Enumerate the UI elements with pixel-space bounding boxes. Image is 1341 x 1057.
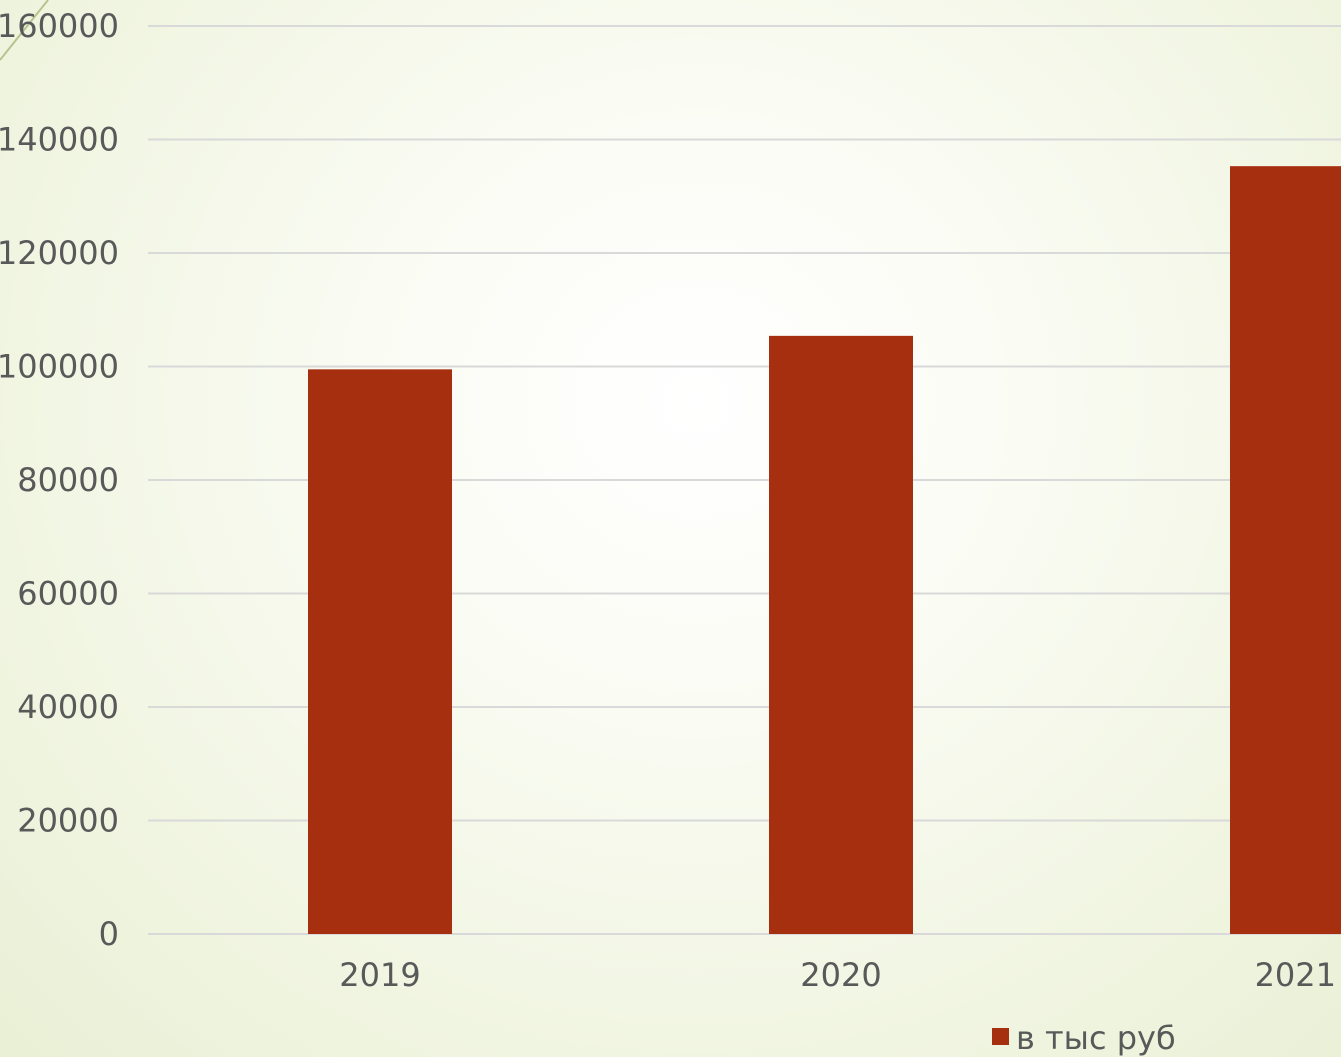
x-axis-tick-labels: 2019 2020 2021 <box>339 956 1336 994</box>
y-tick-label-160000: 160000 <box>0 7 119 45</box>
x-tick-label-2021: 2021 <box>1255 956 1336 994</box>
y-tick-label-40000: 40000 <box>17 688 119 726</box>
y-tick-label-80000: 80000 <box>17 461 119 499</box>
y-tick-label-120000: 120000 <box>0 234 119 272</box>
y-tick-label-140000: 140000 <box>0 121 119 159</box>
legend-label: в тыс руб <box>1016 1019 1176 1057</box>
bar-2019 <box>308 369 452 934</box>
bars <box>308 166 1341 935</box>
y-tick-label-20000: 20000 <box>17 802 119 840</box>
corner-accent-line <box>0 0 49 61</box>
bar-2020 <box>769 335 913 935</box>
y-axis-tick-labels: 0 20000 40000 60000 80000 100000 120000 140000 1… <box>0 7 119 953</box>
y-tick-label-60000: 60000 <box>17 575 119 613</box>
legend: в тыс руб <box>992 1019 1176 1057</box>
x-tick-label-2020: 2020 <box>800 956 881 994</box>
x-tick-label-2019: 2019 <box>339 956 420 994</box>
y-tick-label-0: 0 <box>99 915 119 953</box>
bar-2021 <box>1230 166 1341 935</box>
legend-swatch <box>992 1028 1009 1045</box>
y-tick-label-100000: 100000 <box>0 348 119 386</box>
